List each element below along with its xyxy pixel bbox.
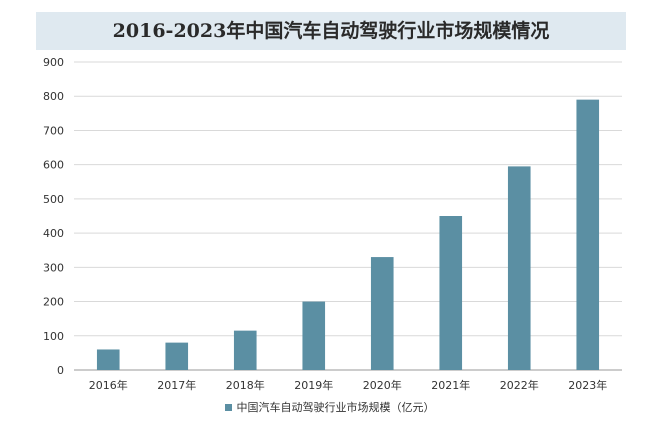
legend: 中国汽车自动驾驶行业市场规模（亿元）: [0, 398, 659, 416]
x-tick-label: 2023年: [568, 378, 607, 392]
legend-label: 中国汽车自动驾驶行业市场规模（亿元）: [236, 401, 435, 414]
x-tick-label: 2016年: [89, 378, 128, 392]
chart-title: 2016-2023年中国汽车自动驾驶行业市场规模情况: [112, 20, 550, 42]
x-tick-label: 2019年: [294, 378, 333, 392]
y-tick-label: 500: [43, 193, 64, 206]
bar-2018年: [233, 330, 257, 370]
y-tick-label: 600: [43, 159, 64, 172]
x-tick-label: 2017年: [157, 378, 196, 392]
bar-2020年: [370, 257, 394, 370]
y-tick-label: 700: [43, 124, 64, 137]
y-tick-label: 800: [43, 90, 64, 103]
bar-2017年: [165, 342, 189, 370]
bar-2016年: [96, 349, 120, 370]
y-tick-label: 200: [43, 296, 64, 309]
y-tick-label: 300: [43, 261, 64, 274]
x-tick-label: 2018年: [226, 378, 265, 392]
title-band: [36, 12, 626, 50]
y-tick-label: 100: [43, 330, 64, 343]
y-tick-label: 400: [43, 227, 64, 240]
x-tick-label: 2022年: [500, 378, 539, 392]
bar-2022年: [507, 166, 531, 370]
plot-area: [74, 62, 622, 370]
bar-2023年: [576, 99, 600, 370]
legend-swatch: [224, 403, 232, 411]
x-tick-label: 2020年: [363, 378, 402, 392]
x-tick-label: 2021年: [431, 378, 470, 392]
bar-2019年: [302, 301, 326, 370]
y-tick-label: 900: [43, 56, 64, 69]
y-tick-label: 0: [57, 364, 64, 377]
bar-2021年: [439, 216, 463, 370]
